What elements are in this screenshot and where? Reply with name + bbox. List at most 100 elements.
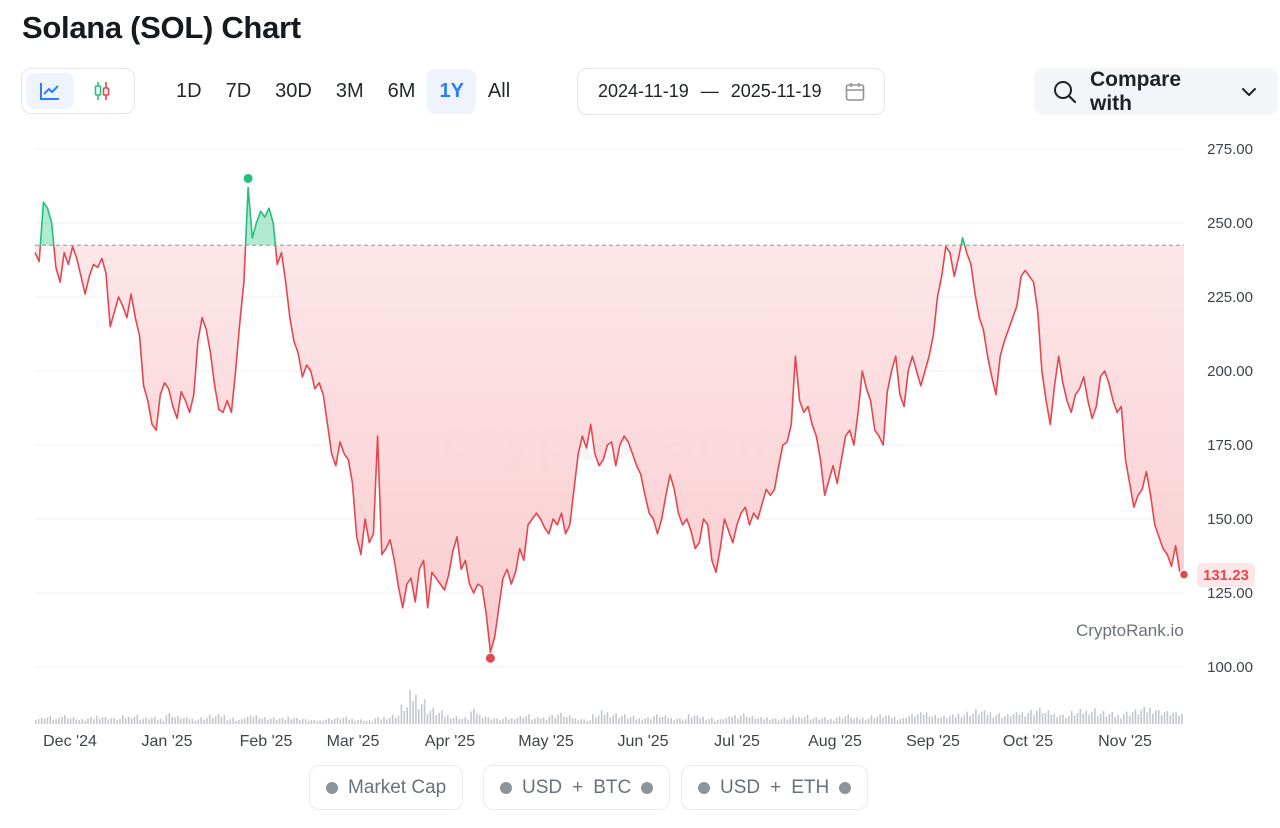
volume-bar [1088,714,1090,724]
volume-bar [1172,712,1174,724]
toggle-market-cap[interactable]: Market Cap [309,765,464,810]
calendar-icon[interactable] [844,81,866,103]
tab-30d[interactable]: 30D [275,80,312,102]
volume-bar [185,717,188,724]
compare-with-button[interactable]: Compare with [1034,68,1278,115]
volume-bar [386,719,388,724]
volume-bar [687,714,690,724]
volume-bar [626,718,629,724]
tab-3m[interactable]: 3M [335,80,364,102]
volume-bar [522,717,525,724]
volume-bar [153,716,156,724]
volume-bar [429,710,432,724]
volume-bar [1091,711,1093,724]
volume-bar [464,717,467,724]
volume-bar [391,714,394,724]
volume-bar [409,690,411,724]
volume-bar [583,719,585,724]
volume-bar [516,717,519,724]
volume-bar [983,710,986,724]
volume-bar [278,718,281,724]
volume-bar [383,716,385,724]
volume-bar [635,719,638,724]
volume-bar [943,715,945,724]
toggle-usd-eth[interactable]: USD + ETH [681,765,869,810]
low-marker [485,653,495,663]
volume-bar [902,717,905,724]
volume-bar [769,719,771,724]
volume-bar [1149,707,1151,724]
volume-bar [1128,715,1131,724]
tab-all[interactable]: All [487,80,511,102]
x-tick-label: Dec '24 [43,733,97,750]
tab-7d[interactable]: 7D [225,80,252,102]
toggle-dot [698,781,710,794]
volume-bar [267,719,269,724]
volume-bar [441,710,443,724]
volume-bar [795,718,797,724]
volume-bar [1137,714,1140,724]
tab-1y[interactable]: 1Y [427,69,476,114]
volume-bar [264,717,266,724]
price-line-below [34,245,1185,653]
volume-bar [899,719,902,724]
volume-bar [812,718,815,724]
volume-bar [1111,712,1114,724]
volume-bar [507,719,510,724]
volume-bar [676,719,678,724]
volume-bar [49,715,52,724]
volume-bar [737,718,739,724]
volume-bar [301,718,304,724]
volume-bar [499,720,501,724]
volume-bar [1012,714,1015,724]
volume-bar [693,715,696,724]
toggle-usd-btc[interactable]: USD + BTC [483,765,671,810]
candlestick-button[interactable] [78,73,126,109]
volume-bar [467,719,469,724]
volume-bar [1166,711,1169,724]
search-icon [1052,79,1078,105]
volume-bar [873,718,876,724]
volume-bar [824,717,826,724]
volume-bar [1076,712,1079,724]
volume-bar [957,713,960,724]
volume-bar [1160,714,1163,724]
y-tick-label: 100.00 [1207,659,1253,676]
line-chart-icon [40,83,59,100]
volume-bar [751,715,754,724]
volume-bar [130,718,133,724]
volume-bar [122,715,124,724]
tab-1d[interactable]: 1D [176,80,202,102]
volume-bar [728,716,731,724]
y-tick-label: 125.00 [1207,585,1253,602]
date-separator: — [700,81,719,101]
tab-6m[interactable]: 6M [387,80,416,102]
volume-bar [1079,708,1082,724]
volume-bar [853,718,855,724]
volume-bar [188,719,191,724]
volume-bar [194,720,197,724]
volume-bar [1038,707,1041,724]
volume-bar [119,718,121,724]
volume-bar [1114,717,1116,724]
volume-bar [815,716,818,724]
volume-bar [809,719,812,724]
volume-bar [1056,717,1058,724]
volume-bar [374,718,377,724]
volume-bar [774,718,777,724]
volume-bar [914,716,916,724]
volume-bar [229,719,231,724]
volume-bar [148,719,150,724]
volume-bar [673,720,675,724]
line-chart-button[interactable] [26,73,74,109]
volume-bar [319,720,321,724]
volume-bar [647,717,649,724]
volume-bar [711,717,713,724]
volume-bar [232,717,234,724]
volume-bar [101,717,104,724]
volume-bar [742,713,745,724]
volume-bar [835,717,838,724]
volume-bar [832,720,835,724]
date-range-picker[interactable]: 2024-11-19 — 2025-11-19 [577,68,885,115]
volume-bar [856,717,858,724]
